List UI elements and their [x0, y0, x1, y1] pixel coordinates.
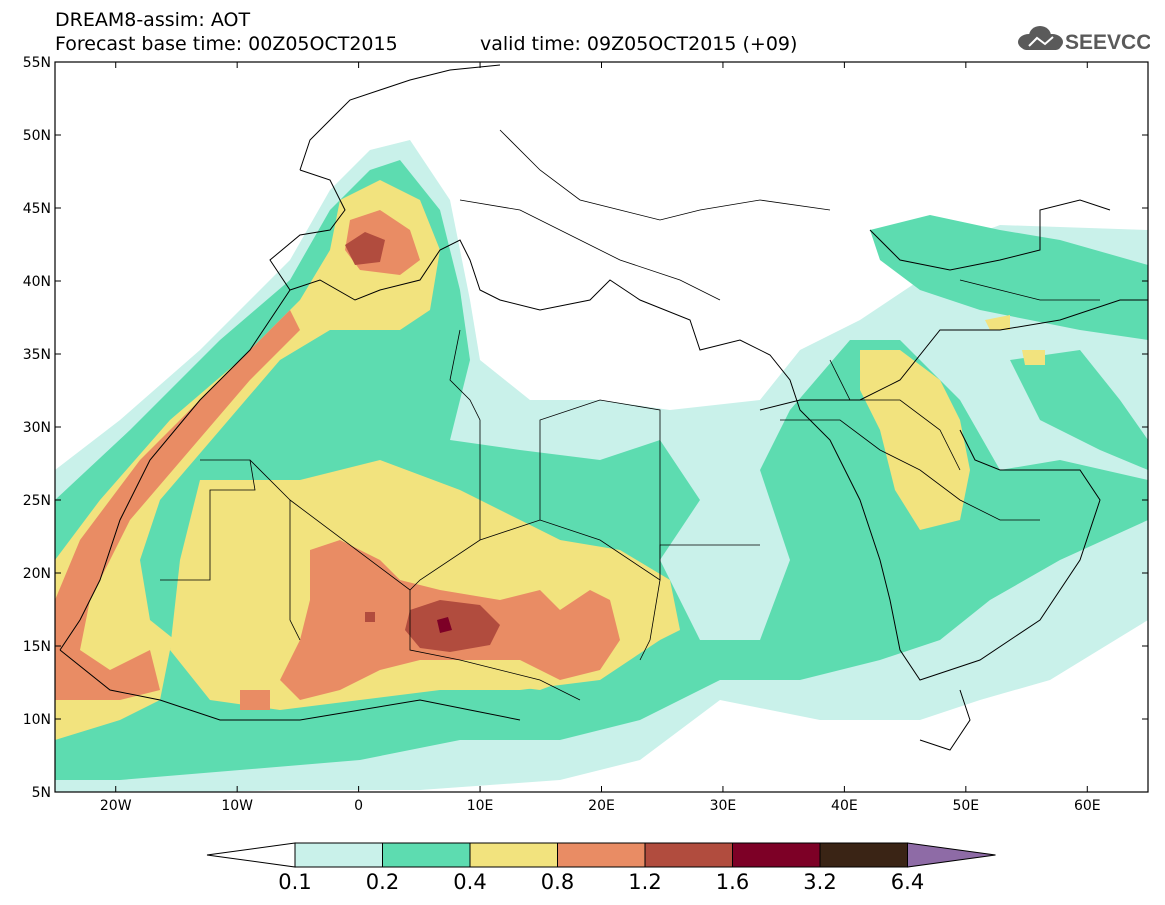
lat-label: 45N: [23, 201, 51, 217]
lat-label: 40N: [23, 274, 51, 290]
colorbar-extend-low: [206, 842, 296, 868]
lat-label: 55N: [23, 55, 51, 71]
colorbar-swatch: [557, 842, 646, 868]
colorbar-label: 0.2: [366, 870, 399, 894]
aot-level-1.2: [345, 232, 500, 652]
lon-label: 40E: [831, 798, 858, 814]
lat-label: 50N: [23, 128, 51, 144]
forecast-base-time: Forecast base time: 00Z05OCT2015: [55, 33, 398, 55]
lon-label: 60E: [1074, 798, 1101, 814]
lon-label: 20W: [100, 798, 132, 814]
colorbar-extend-high: [907, 842, 996, 868]
lat-label: 35N: [23, 347, 51, 363]
aot-shading: [55, 140, 1148, 792]
colorbar: 0.1 0.2 0.4 0.8 1.2 1.6 3.2 6.4: [206, 842, 996, 894]
country-borders: [160, 129, 1100, 701]
colorbar-swatch: [644, 842, 733, 868]
colorbar-label: 0.4: [453, 870, 486, 894]
latitude-axis: 55N 50N 45N 40N 35N 30N 25N 20N 15N 10N 5N: [23, 55, 1148, 801]
longitude-axis: 20W 10W 0 10E 20E 30E 40E 50E 60E: [100, 62, 1101, 814]
lat-label: 15N: [23, 639, 51, 655]
colorbar-label: 3.2: [803, 870, 836, 894]
lon-label: 50E: [952, 798, 979, 814]
lon-label: 10E: [467, 798, 494, 814]
colorbar-label: 0.1: [278, 870, 311, 894]
lat-label: 10N: [23, 712, 51, 728]
colorbar-label: 6.4: [891, 870, 924, 894]
lat-label: 5N: [32, 785, 51, 801]
colorbar-label: 1.6: [716, 870, 749, 894]
cloud-icon: [1018, 26, 1063, 50]
colorbar-swatch: [469, 842, 558, 868]
lat-label: 20N: [23, 566, 51, 582]
colorbar-label: 0.8: [541, 870, 574, 894]
lon-label: 30E: [710, 798, 737, 814]
coastlines: [59, 64, 1148, 751]
lat-label: 25N: [23, 493, 51, 509]
colorbar-swatch: [819, 842, 908, 868]
colorbar-label: 1.2: [628, 870, 661, 894]
colorbar-swatch: [382, 842, 471, 868]
aot-level-1.6: [437, 617, 452, 633]
logo-text: SEEVCCC: [1065, 31, 1150, 54]
lon-label: 0: [354, 798, 363, 814]
map-title: DREAM8-assim: AOT: [55, 9, 251, 31]
lon-label: 20E: [588, 798, 615, 814]
valid-time: valid time: 09Z05OCT2015 (+09): [480, 33, 798, 55]
colorbar-swatch: [732, 842, 821, 868]
lat-label: 30N: [23, 420, 51, 436]
seevccc-logo: SEEVCCC: [1018, 26, 1150, 54]
lon-label: 10W: [221, 798, 253, 814]
colorbar-swatch: [294, 842, 383, 868]
